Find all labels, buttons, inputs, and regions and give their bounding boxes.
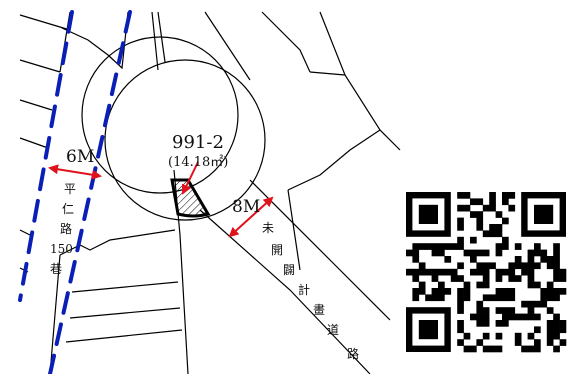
left-road-name: 平 仁 路 150 巷 <box>50 182 76 276</box>
left-road-char: 路 <box>60 221 72 236</box>
lot-area-label: (14.18㎡) <box>168 155 228 170</box>
right-road-char: 未 <box>262 221 274 235</box>
survey-circles <box>81 36 266 221</box>
parcel-lines <box>19 11 401 374</box>
right-road-char: 畫 <box>313 302 325 317</box>
qr-code-icon <box>405 184 567 362</box>
lot-991-2-shape <box>170 178 211 218</box>
left-road-char: 150 <box>50 242 73 256</box>
lot-leader-line <box>181 161 199 195</box>
road-edges <box>18 10 132 374</box>
left-road-width-label: 6M <box>66 147 94 167</box>
right-road-char: 闢 <box>283 263 295 277</box>
right-road-char: 道 <box>327 323 339 337</box>
right-road-dimension-arrow <box>228 196 274 238</box>
right-road-char: 路 <box>347 346 359 361</box>
left-road-char: 巷 <box>50 262 62 276</box>
lot-number-label: 991-2 <box>172 132 224 153</box>
right-road-width-label: 8M <box>232 197 260 217</box>
right-road-char: 開 <box>271 243 283 257</box>
left-road-char: 仁 <box>62 202 74 216</box>
right-road-char: 計 <box>298 282 310 297</box>
right-road-name: 未 開 闢 計 畫 道 路 <box>262 221 359 361</box>
left-road-dimension-arrow <box>48 164 102 180</box>
left-road-char: 平 <box>64 182 76 196</box>
